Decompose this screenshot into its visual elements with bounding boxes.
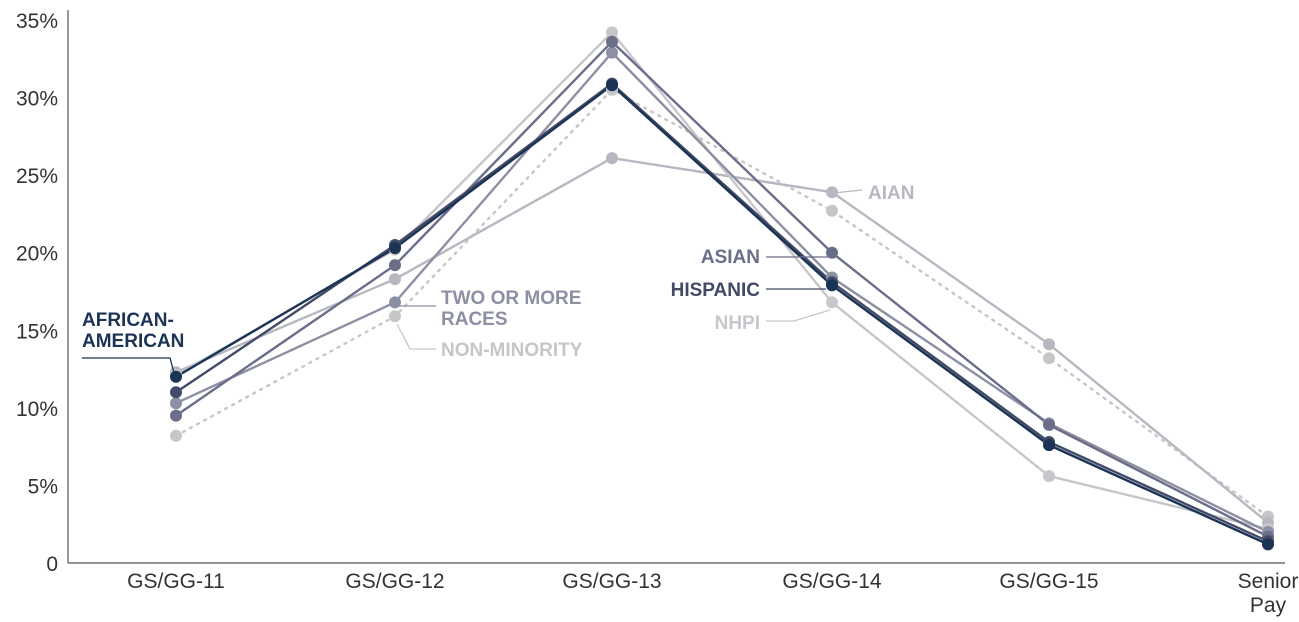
x-tick-label: Senior Pay bbox=[1238, 570, 1299, 617]
series-line-3 bbox=[175, 51, 1269, 534]
x-tick-label: GS/GG-11 bbox=[127, 570, 225, 593]
data-point bbox=[170, 397, 182, 410]
x-tick-label: GS/GG-15 bbox=[999, 570, 1098, 593]
series-line-4 bbox=[175, 40, 1269, 538]
data-point bbox=[826, 279, 838, 292]
y-tick-label: 15% bbox=[16, 320, 58, 343]
label-leader-line bbox=[833, 189, 863, 194]
data-point bbox=[389, 310, 401, 323]
data-point bbox=[389, 273, 401, 286]
series-line-1 bbox=[175, 156, 1269, 524]
series-label: NON-MINORITY bbox=[441, 340, 583, 361]
data-point bbox=[170, 386, 182, 399]
x-tick-label: GS/GG-13 bbox=[562, 570, 661, 593]
data-point bbox=[826, 204, 838, 217]
data-point bbox=[826, 296, 838, 309]
series-line-6 bbox=[175, 83, 1269, 546]
y-tick-label: 25% bbox=[16, 165, 58, 188]
data-point bbox=[170, 370, 182, 383]
series-label: AFRICAN-AMERICAN bbox=[82, 310, 184, 352]
series-label: ASIAN bbox=[701, 247, 760, 268]
data-point bbox=[389, 259, 401, 272]
data-point bbox=[170, 409, 182, 422]
data-point bbox=[1043, 338, 1055, 351]
data-point bbox=[826, 246, 838, 259]
data-point bbox=[606, 152, 618, 165]
x-tick-label: GS/GG-14 bbox=[782, 570, 882, 593]
data-point bbox=[606, 46, 618, 59]
y-tick-label: 20% bbox=[16, 243, 58, 266]
y-tick-label: 5% bbox=[28, 475, 58, 498]
data-point bbox=[170, 429, 182, 442]
y-tick-label: 35% bbox=[16, 10, 58, 33]
data-point bbox=[389, 242, 401, 255]
data-point bbox=[1262, 538, 1274, 551]
data-point bbox=[606, 79, 618, 92]
y-tick-label: 30% bbox=[16, 88, 58, 111]
data-point bbox=[1043, 439, 1055, 452]
y-tick-label: 0 bbox=[46, 553, 58, 576]
data-point bbox=[1043, 470, 1055, 483]
series-label: NHPI bbox=[715, 313, 760, 334]
series-label: TWO OR MORE RACES bbox=[441, 288, 581, 330]
label-leader-line bbox=[396, 323, 436, 350]
label-leader-line bbox=[82, 357, 177, 381]
data-point bbox=[826, 186, 838, 199]
data-point bbox=[1043, 352, 1055, 365]
label-leader-line bbox=[766, 309, 831, 322]
series-line-0 bbox=[174, 88, 1270, 518]
y-tick-label: 10% bbox=[16, 398, 58, 421]
data-point bbox=[606, 26, 618, 39]
series-label: HISPANIC bbox=[671, 280, 761, 301]
series-label: AIAN bbox=[868, 183, 914, 204]
data-point bbox=[1043, 418, 1055, 431]
data-point bbox=[606, 35, 618, 48]
x-tick-label: GS/GG-12 bbox=[345, 570, 444, 593]
